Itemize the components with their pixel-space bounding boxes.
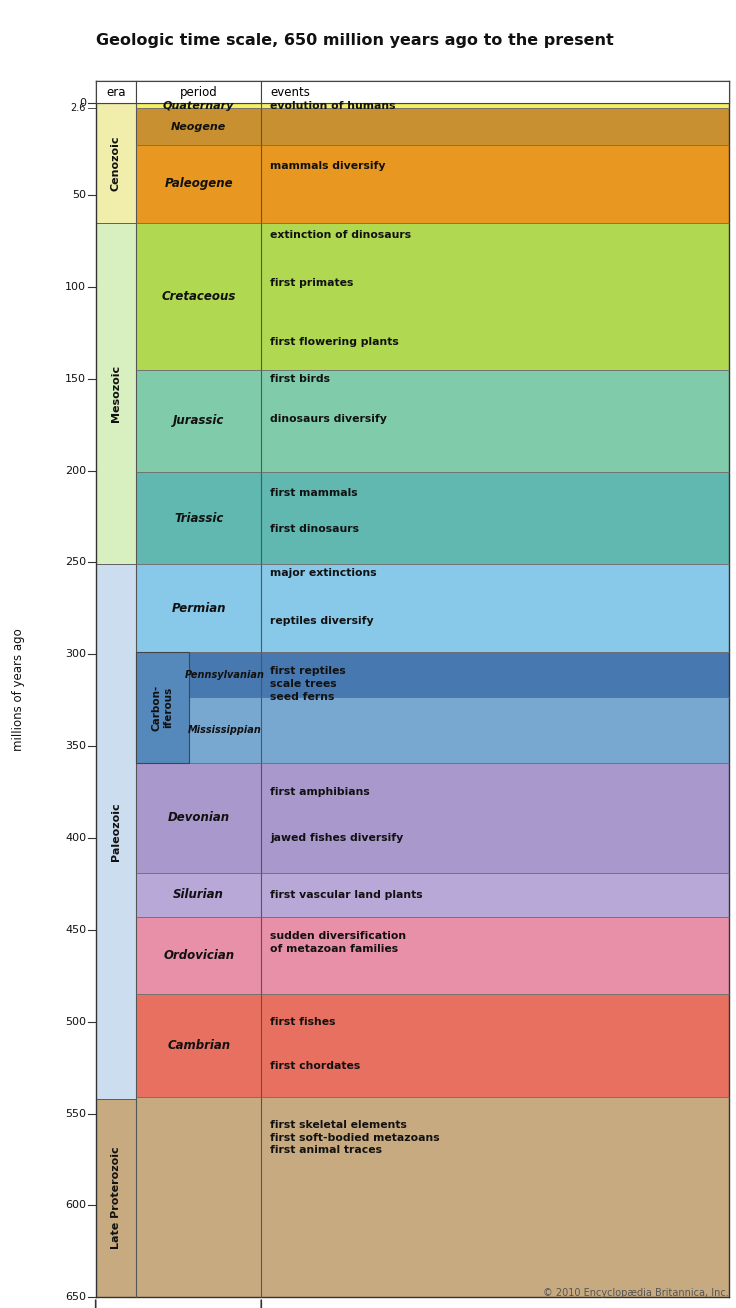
Bar (136, 81, 261, 103)
Text: Carbon-
iferous: Carbon- iferous (152, 684, 173, 731)
Text: first mammals: first mammals (270, 488, 358, 497)
Bar (261, 872, 729, 917)
Text: dinosaurs diversify: dinosaurs diversify (270, 415, 387, 424)
Bar (136, 103, 261, 109)
Bar (261, 472, 729, 564)
Text: Paleogene: Paleogene (164, 178, 233, 191)
Text: Paleozoic: Paleozoic (111, 802, 121, 861)
Bar (136, 109, 261, 145)
Text: Pennsylvanian: Pennsylvanian (185, 670, 265, 680)
Bar (96, 1099, 136, 1298)
Text: first primates: first primates (270, 279, 353, 288)
Bar (261, 697, 729, 763)
Bar (261, 763, 729, 872)
Bar (136, 653, 188, 763)
Bar (261, 103, 729, 109)
Text: evolution of humans: evolution of humans (270, 101, 396, 111)
Text: Cretaceous: Cretaceous (161, 289, 236, 302)
Text: first vascular land plants: first vascular land plants (270, 889, 422, 900)
Bar (96, 81, 136, 103)
Bar (261, 653, 729, 697)
Bar (261, 81, 729, 103)
Text: 400: 400 (65, 833, 86, 844)
Text: 350: 350 (65, 742, 86, 751)
Text: 0: 0 (79, 98, 86, 109)
Text: reptiles diversify: reptiles diversify (270, 616, 374, 627)
Text: 500: 500 (65, 1016, 86, 1027)
Bar (261, 994, 729, 1097)
Bar (136, 222, 261, 370)
Text: mammals diversify: mammals diversify (270, 161, 386, 170)
Text: first reptiles
scale trees
seed ferns: first reptiles scale trees seed ferns (270, 666, 346, 701)
Bar (261, 917, 729, 994)
Text: 650: 650 (65, 1292, 86, 1303)
Bar (136, 1097, 261, 1298)
Text: millions of years ago: millions of years ago (12, 628, 25, 751)
Text: 50: 50 (72, 190, 86, 200)
Text: Permian: Permian (171, 602, 226, 615)
Bar (261, 1097, 729, 1298)
Text: Neogene: Neogene (171, 122, 227, 132)
Text: 2.6: 2.6 (71, 103, 86, 112)
Text: 300: 300 (65, 649, 86, 659)
Bar (136, 145, 261, 222)
Text: Jurassic: Jurassic (173, 415, 224, 428)
Text: Devonian: Devonian (168, 811, 230, 824)
Text: 250: 250 (65, 557, 86, 568)
Text: first dinosaurs: first dinosaurs (270, 525, 359, 535)
Text: extinction of dinosaurs: extinction of dinosaurs (270, 230, 411, 241)
Text: 150: 150 (65, 374, 86, 383)
Text: Mesozoic: Mesozoic (111, 365, 121, 422)
Bar (136, 370, 261, 472)
Text: first birds: first birds (270, 374, 330, 383)
Text: Cambrian: Cambrian (167, 1039, 230, 1052)
Text: first amphibians: first amphibians (270, 787, 370, 797)
Text: first fishes: first fishes (270, 1016, 336, 1027)
Text: 100: 100 (65, 281, 86, 292)
Text: first chordates: first chordates (270, 1061, 361, 1071)
Text: Quaternary: Quaternary (163, 101, 234, 111)
Text: Cenozoic: Cenozoic (111, 135, 121, 191)
Bar (96, 103, 136, 222)
Bar (136, 872, 261, 917)
Text: Late Proterozoic: Late Proterozoic (111, 1147, 121, 1249)
Bar (136, 994, 261, 1097)
Bar (188, 653, 261, 697)
Bar (136, 564, 261, 653)
Text: 450: 450 (65, 925, 86, 935)
Text: sudden diversification
of metazoan families: sudden diversification of metazoan famil… (270, 931, 406, 954)
Text: Silurian: Silurian (173, 888, 224, 901)
Text: first skeletal elements
first soft-bodied metazoans
first animal traces: first skeletal elements first soft-bodie… (270, 1120, 439, 1155)
Bar (261, 370, 729, 472)
Bar (261, 222, 729, 370)
Text: © 2010 Encyclopædia Britannica, Inc.: © 2010 Encyclopædia Britannica, Inc. (543, 1288, 729, 1299)
Text: period: period (180, 85, 218, 98)
Text: era: era (106, 85, 126, 98)
Bar (96, 564, 136, 1099)
Bar (136, 763, 261, 872)
Text: major extinctions: major extinctions (270, 569, 377, 578)
Text: 200: 200 (65, 466, 86, 476)
Bar (261, 145, 729, 222)
Text: Triassic: Triassic (174, 511, 224, 525)
Text: Geologic time scale, 650 million years ago to the present: Geologic time scale, 650 million years a… (96, 33, 613, 47)
Text: first flowering plants: first flowering plants (270, 337, 399, 347)
Bar (136, 917, 261, 994)
Text: 600: 600 (65, 1201, 86, 1210)
Text: events: events (270, 85, 310, 98)
Bar (136, 472, 261, 564)
Bar (188, 697, 261, 763)
Text: jawed fishes diversify: jawed fishes diversify (270, 833, 403, 844)
Bar (261, 564, 729, 653)
Bar (96, 222, 136, 564)
Text: 550: 550 (65, 1109, 86, 1118)
Text: Ordovician: Ordovician (163, 950, 234, 963)
Text: Mississippian: Mississippian (188, 725, 262, 735)
Bar (261, 109, 729, 145)
